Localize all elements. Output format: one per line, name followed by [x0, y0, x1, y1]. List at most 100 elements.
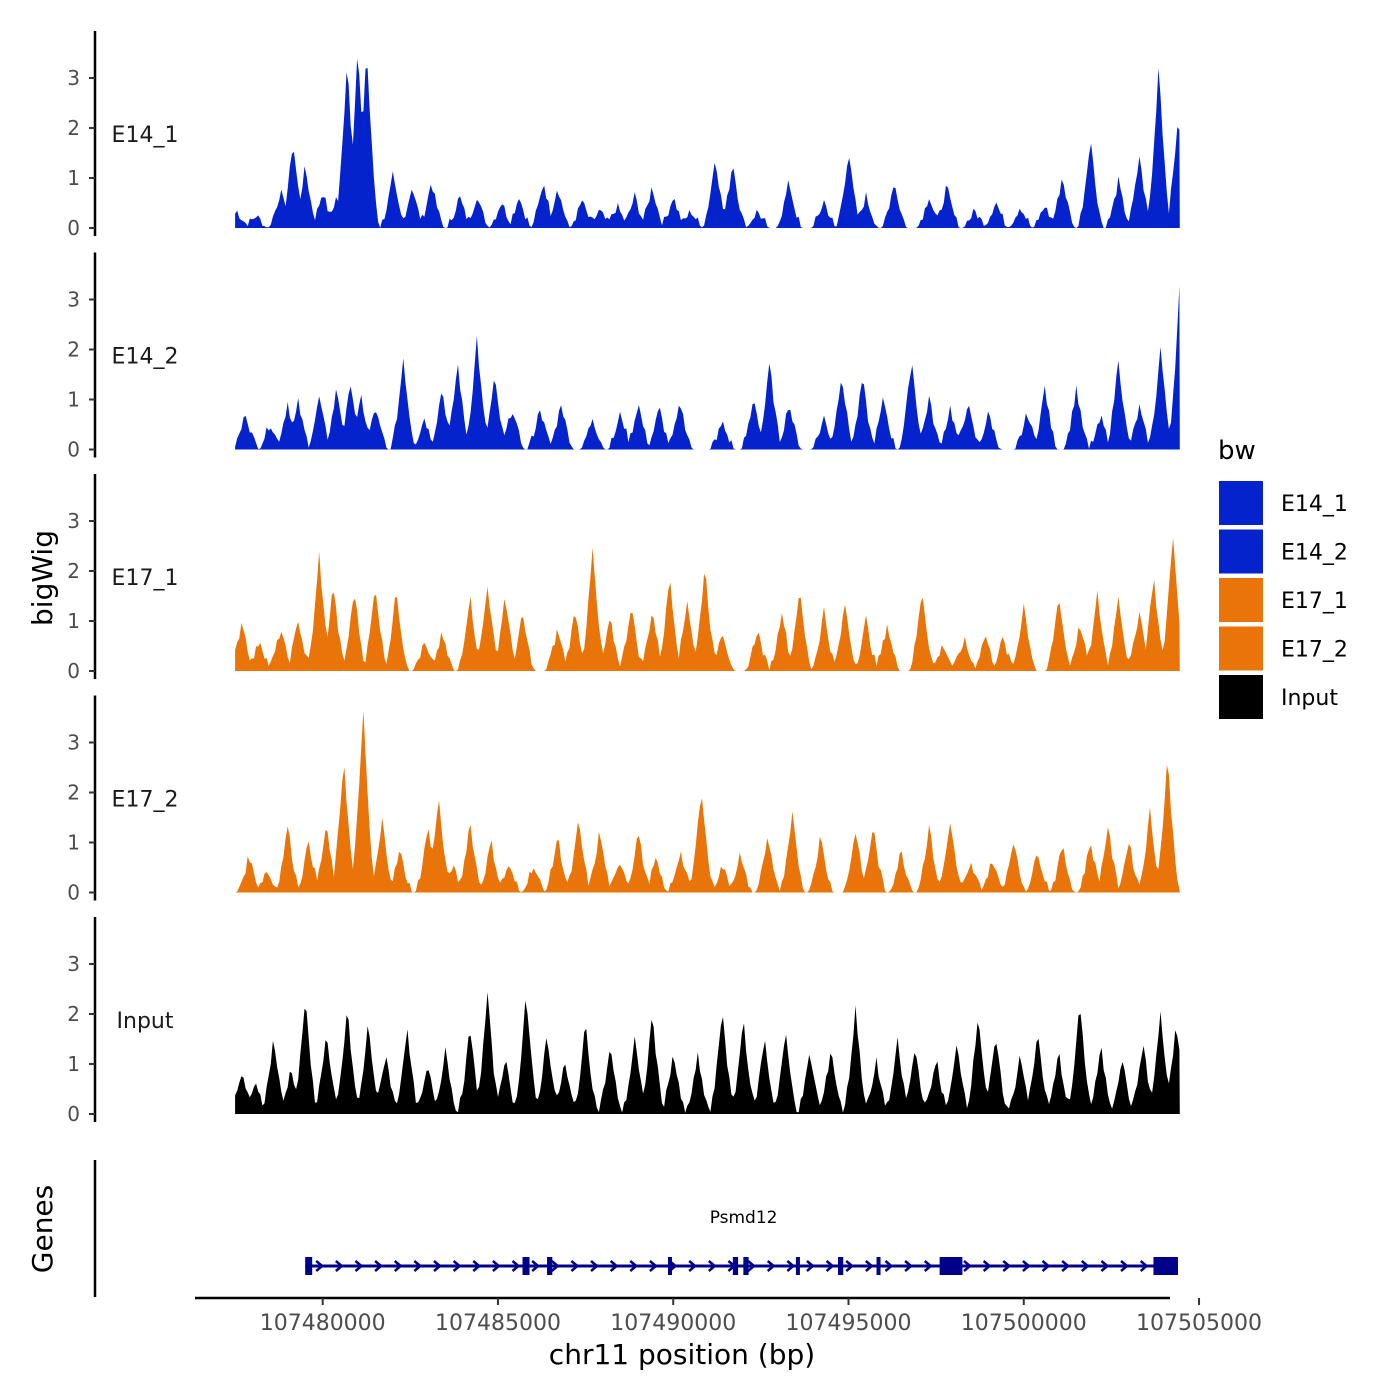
track-e14-1: 0 1 2 3 E14_1: [67, 31, 1180, 240]
y-tick-label: 1: [67, 388, 80, 412]
strand-arrow: [963, 1260, 972, 1272]
strand-arrow: [1002, 1260, 1012, 1272]
strand-arrow: [766, 1260, 776, 1272]
y-tick-label: 1: [67, 831, 80, 855]
strand-arrow: [492, 1260, 501, 1272]
signal-area: [235, 286, 1180, 450]
legend-title: bw: [1218, 436, 1256, 466]
strand-arrow: [806, 1260, 815, 1272]
strand-arrow: [1100, 1260, 1110, 1272]
y-tick-label: 3: [67, 509, 80, 533]
gene-exon: [547, 1257, 553, 1275]
strand-arrow: [845, 1260, 855, 1272]
track-label: E17_1: [112, 566, 179, 591]
gene-exon: [743, 1257, 749, 1275]
y-tick-label: 1: [67, 166, 80, 190]
signal-area: [235, 537, 1180, 671]
track-input: 0 1 2 3 Input: [67, 917, 1180, 1126]
gene-exon: [305, 1257, 313, 1275]
signal-area: [235, 59, 1180, 228]
track-e17-2: 0 1 2 3 E17_2: [67, 695, 1180, 905]
legend-swatch: [1219, 675, 1263, 719]
strand-arrow: [433, 1260, 442, 1272]
strand-arrow: [531, 1260, 541, 1272]
signal-area: [235, 710, 1180, 893]
track-e14-2: 0 1 2 3 E14_2: [67, 252, 1180, 462]
x-tick-label: 107505000: [1136, 1311, 1262, 1336]
strand-arrow: [1022, 1260, 1031, 1272]
y-tick-label: 3: [67, 731, 80, 755]
strand-arrow: [707, 1260, 717, 1272]
strand-arrow: [609, 1260, 619, 1272]
y-tick-label: 0: [67, 881, 80, 905]
strand-arrow: [1120, 1260, 1129, 1272]
y-tick-label: 2: [67, 559, 80, 583]
y-tick-label: 0: [67, 1102, 80, 1126]
strand-arrow: [786, 1260, 796, 1272]
x-tick-label: 107490000: [610, 1311, 736, 1336]
gene-track: Psmd12: [93, 1160, 1178, 1297]
y-tick-label: 1: [67, 609, 80, 633]
y-tick-label: 0: [67, 216, 80, 240]
y-tick-label: 3: [67, 288, 80, 312]
strand-arrow: [472, 1260, 482, 1272]
y-tick-label: 1: [67, 1052, 80, 1076]
y-axis-title: bigWig: [26, 530, 59, 626]
gene-exon: [1153, 1257, 1178, 1275]
strand-arrow: [570, 1260, 580, 1272]
x-axis-title: chr11 position (bp): [549, 1338, 815, 1371]
strand-arrow: [747, 1260, 757, 1272]
gene-label: Psmd12: [710, 1208, 778, 1228]
strand-arrow: [688, 1260, 698, 1272]
gene-exon: [939, 1257, 963, 1275]
x-tick-label: 107495000: [786, 1311, 912, 1336]
strand-arrow: [550, 1260, 560, 1272]
track-label: Input: [117, 1009, 174, 1034]
track-label: E14_1: [112, 123, 179, 148]
legend-swatch: [1219, 481, 1263, 525]
gene-exon: [876, 1257, 881, 1275]
legend-label: E17_2: [1281, 638, 1348, 663]
y-tick-label: 2: [67, 1002, 80, 1026]
strand-arrow: [315, 1260, 325, 1272]
gene-exon: [667, 1257, 672, 1275]
strand-arrow: [1061, 1260, 1071, 1272]
strand-arrow: [904, 1260, 914, 1272]
y-tick-label: 2: [67, 338, 80, 362]
track-label: E17_2: [112, 788, 179, 813]
signal-area: [235, 992, 1180, 1114]
gene-exon: [795, 1257, 800, 1275]
strand-arrow: [1041, 1260, 1051, 1272]
strand-arrow: [629, 1260, 639, 1272]
legend-label: E14_2: [1281, 541, 1348, 566]
y-tick-label: 0: [67, 438, 80, 462]
legend-swatch: [1219, 578, 1263, 622]
gene-exon: [522, 1257, 530, 1275]
strand-arrow: [511, 1260, 521, 1272]
track-label: E14_2: [112, 345, 179, 370]
strand-arrow: [354, 1260, 364, 1272]
strand-arrow: [649, 1260, 658, 1272]
legend-label: Input: [1281, 686, 1338, 711]
strand-arrow: [865, 1260, 874, 1272]
strand-arrow: [590, 1260, 599, 1272]
legend: bw E14_1 E14_2 E17_1 E17_2 Input: [1218, 436, 1348, 719]
strand-arrow: [374, 1260, 384, 1272]
track-e17-1: 0 1 2 3 E17_1: [67, 474, 1180, 683]
x-tick-label: 107500000: [961, 1311, 1087, 1336]
y-tick-label: 0: [67, 659, 80, 683]
strand-arrow: [413, 1260, 423, 1272]
strand-arrow: [884, 1260, 894, 1272]
gene-exon: [837, 1257, 844, 1275]
x-tick-label: 107480000: [260, 1311, 386, 1336]
x-axis: 107480000 107485000 107490000 107495000 1075…: [195, 1296, 1262, 1336]
strand-arrow: [335, 1260, 344, 1272]
strand-arrow: [825, 1260, 835, 1272]
strand-arrow: [1139, 1260, 1149, 1272]
gene-exon: [732, 1257, 739, 1275]
y-tick-label: 3: [67, 952, 80, 976]
legend-swatch: [1219, 529, 1263, 574]
strand-arrow: [1080, 1260, 1090, 1272]
genes-axis-title: Genes: [26, 1185, 59, 1273]
